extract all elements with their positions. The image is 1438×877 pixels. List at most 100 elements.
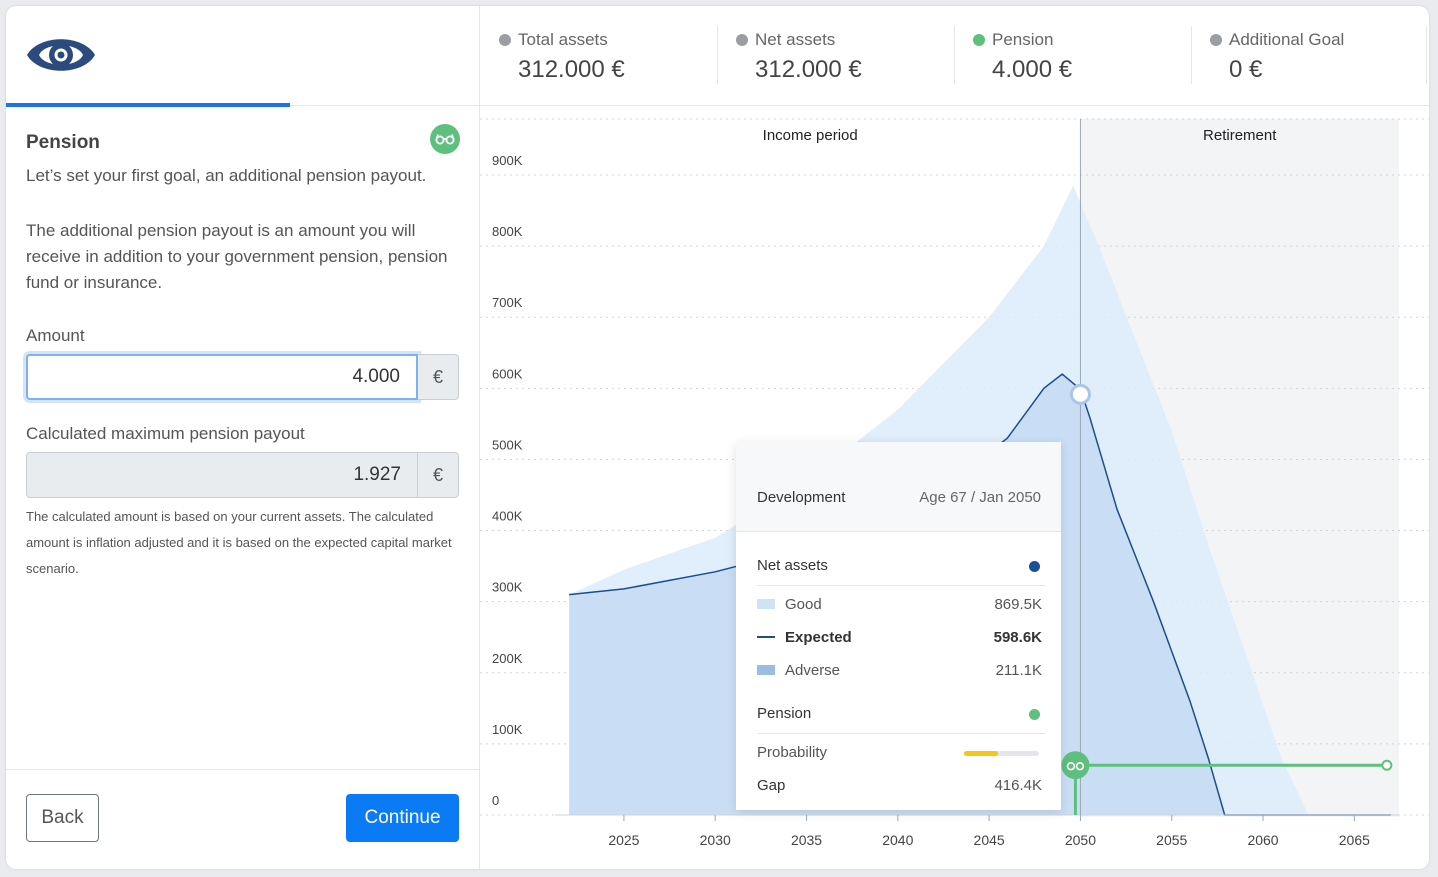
stat-value: 0 € [1229,56,1263,83]
intro-text: Let’s set your first goal, an additional… [26,166,427,185]
y-tick-label: 100K [492,722,523,737]
stat-label: Net assets [755,30,836,49]
glasses-lens-right [1075,762,1085,771]
tooltip-age: Age 67 / Jan 2050 [919,489,1041,506]
adverse-swatch-icon [757,665,775,675]
y-tick-label: 800K [492,224,523,239]
info-icon[interactable] [499,34,511,46]
wizard-progress-bar [6,103,291,107]
asset-summary-bar: Total assets 312.000 € Net assets 312.00… [480,6,1429,106]
tooltip-title: Development [757,489,846,506]
tooltip-probability: Probability [757,742,1042,766]
x-tick-label: 2050 [1065,832,1096,848]
info-icon[interactable] [736,34,748,46]
row-label: Adverse [785,662,841,679]
footer-divider [6,769,480,770]
hover-marker [1069,383,1091,405]
y-tick-label: 200K [492,651,523,666]
y-tick-label: 600K [492,366,523,381]
stat-net-assets: Net assets 312.000 € [717,6,954,106]
amount-input-group: € [26,354,459,400]
glasses-icon [430,124,460,154]
divider [757,585,1045,586]
amount-label: Amount [26,326,85,345]
net-assets-label: Net assets [757,557,828,574]
gap-value: 416.4K [994,777,1042,794]
stat-value: 312.000 € [755,56,862,83]
y-tick-label: 400K [492,509,523,524]
probability-bar [964,751,1039,756]
back-button[interactable]: Back [26,794,99,842]
y-tick-label: 500K [492,437,523,452]
expected-line-icon [757,636,775,638]
chart-tooltip: Development Age 67 / Jan 2050 Net assets… [736,442,1061,810]
tooltip-row-adverse: Adverse 211.1K [757,660,1042,684]
calculation-note: The calculated amount is based on your c… [26,509,452,576]
wizard-panel: Pension Let’s set your first goal, an ad… [6,6,480,869]
x-tick-label: 2035 [791,832,822,848]
divider [1426,26,1427,84]
divider [1191,26,1192,84]
x-tick-label: 2025 [608,832,639,848]
tooltip-header: Development Age 67 / Jan 2050 [736,442,1061,532]
max-payout-input-group: € [26,452,459,498]
x-tick-label: 2060 [1247,832,1278,848]
stat-value: 4.000 € [992,56,1073,83]
period-label-retirement: Retirement [1203,127,1277,144]
x-tick-label: 2045 [974,832,1005,848]
divider [717,26,718,84]
x-tick-label: 2040 [882,832,913,848]
tooltip-row-good: Good 869.5K [757,594,1042,618]
divider [954,26,955,84]
x-tick-label: 2030 [700,832,731,848]
status-dot-icon [1210,34,1222,46]
stat-pension: Pension 4.000 € [954,6,1191,106]
probability-label: Probability [757,744,828,761]
tooltip-gap: Gap 416.4K [757,775,1042,799]
divider [757,733,1045,734]
x-tick-label: 2055 [1156,832,1187,848]
probability-fill [964,751,998,756]
row-value: 598.6K [993,629,1042,646]
period-label-income: Income period [763,127,858,144]
y-tick-label: 900K [492,153,523,168]
stat-additional-goal: Additional Goal 0 € [1191,6,1429,106]
stat-value: 312.000 € [518,56,625,83]
pension-goal-end-marker [1381,759,1393,771]
stat-label: Pension [992,30,1054,49]
section-title: Pension [26,132,100,153]
pension-goal-glasses-icon [1061,751,1090,780]
app-window: Pension Let’s set your first goal, an ad… [6,6,1429,869]
row-value: 211.1K [995,662,1042,679]
status-dot-icon [973,34,985,46]
pension-label: Pension [757,705,812,722]
asset-development-chart[interactable]: 0 100K 200K 300K 400K 500K 600K 700K 800K 900K Inc… [480,107,1429,869]
gap-label: Gap [757,777,786,794]
net-assets-dot-icon [1029,561,1040,572]
currency-addon: € [418,452,459,498]
eye-icon[interactable] [25,32,97,78]
tooltip-net-assets: Net assets [757,555,1042,579]
tooltip-row-expected: Expected 598.6K [757,627,1042,651]
amount-input[interactable] [26,354,418,400]
row-value: 869.5K [994,596,1042,613]
currency-addon: € [418,354,459,400]
y-tick-label: 300K [492,580,523,595]
pension-dot-icon [1029,709,1040,720]
stat-label: Additional Goal [1229,30,1345,49]
row-label: Good [785,596,822,613]
logo-bar [6,6,480,107]
row-label: Expected [785,629,852,646]
stat-label: Total assets [518,30,608,49]
description-text: The additional pension payout is an amou… [26,221,448,292]
tooltip-pension: Pension [757,703,1042,727]
max-payout-label: Calculated maximum pension payout [26,424,305,443]
good-swatch-icon [757,599,775,609]
continue-button[interactable]: Continue [346,794,459,842]
max-payout-field [26,452,418,498]
stat-total-assets: Total assets 312.000 € [480,6,717,106]
x-tick-label: 2065 [1339,832,1370,848]
y-tick-label: 0 [492,793,499,808]
y-tick-label: 700K [492,295,523,310]
glasses-lens-left [1066,762,1076,771]
